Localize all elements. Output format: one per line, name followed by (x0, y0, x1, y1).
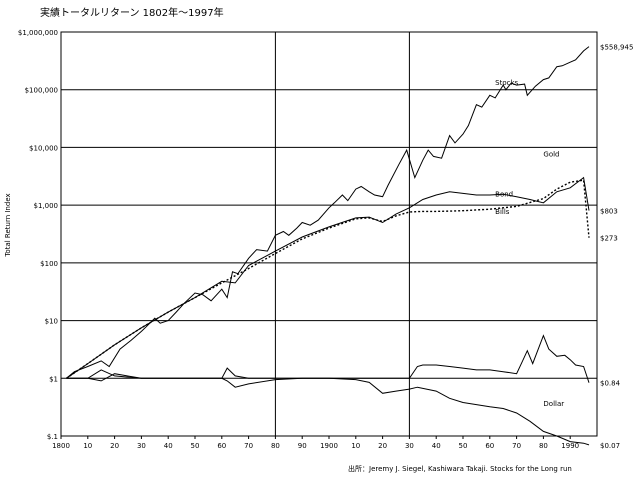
x-tick-label: 60 (217, 442, 226, 450)
series-name-gold: Gold (543, 150, 559, 158)
end-value-gold: $0.84 (600, 380, 621, 388)
series-line-stocks (66, 46, 590, 379)
series-line-gold (66, 334, 590, 383)
x-tick-label: 90 (298, 442, 307, 450)
y-tick-label: $1,000,000 (18, 29, 58, 37)
series-name-bond: Bond (495, 191, 513, 199)
x-tick-label: 1900 (320, 442, 338, 450)
plot-frame (60, 31, 598, 437)
x-tick-label: 20 (110, 442, 119, 450)
y-tick-label: $10 (45, 318, 58, 326)
x-tick-label: 1990 (561, 442, 579, 450)
x-tick-label: 30 (137, 442, 146, 450)
chart-title: 実績トータルリターン 1802年～1997年 (40, 6, 224, 19)
x-tick-label: 40 (432, 442, 441, 450)
y-axis-label: Total Return Index (4, 193, 12, 257)
x-tick-label: 70 (512, 442, 521, 450)
series-labels: Stocks Bond Bills Gold Dollar $558,945 $803 $27… (495, 44, 633, 450)
source-note: 出所：Jeremy J. Siegel, Kashiwara Takaji. S… (348, 464, 572, 473)
x-tick-label: 70 (244, 442, 253, 450)
x-tick-label: 50 (459, 442, 468, 450)
end-value-bond: $803 (600, 208, 618, 216)
x-tick-label: 30 (405, 442, 414, 450)
x-tick-label: 10 (351, 442, 360, 450)
end-value-stocks: $558,945 (600, 44, 633, 52)
end-value-bills: $273 (600, 235, 618, 243)
y-tick-label: $100 (40, 260, 58, 268)
y-tick-label: $.1 (47, 433, 58, 441)
x-tick-label: 10 (83, 442, 92, 450)
series-name-dollar: Dollar (543, 400, 564, 408)
series-line-dollar (66, 373, 590, 446)
series-name-bills: Bills (495, 208, 510, 216)
tick-labels: $.1 $1 $10 $100 $1,000 $10,000 $100,000 $1,000,… (18, 29, 579, 450)
y-tick-label: $1,000 (34, 202, 59, 210)
gridlines (61, 31, 597, 437)
y-tick-label: $100,000 (25, 87, 58, 95)
x-tick-label: 20 (378, 442, 387, 450)
series-line-bills (66, 179, 590, 379)
x-tick-label: 80 (539, 442, 548, 450)
y-tick-label: $10,000 (29, 144, 58, 152)
series-name-stocks: Stocks (495, 79, 518, 87)
y-tick-label: $1 (49, 375, 58, 383)
end-value-dollar: $0.07 (600, 442, 620, 450)
x-tick-label: 60 (485, 442, 494, 450)
x-tick-label: 40 (164, 442, 173, 450)
x-tick-label: 80 (271, 442, 280, 450)
x-tick-label: 1800 (52, 442, 70, 450)
series-line-bond (66, 176, 590, 379)
x-tick-label: 50 (191, 442, 200, 450)
series-lines (66, 46, 590, 446)
